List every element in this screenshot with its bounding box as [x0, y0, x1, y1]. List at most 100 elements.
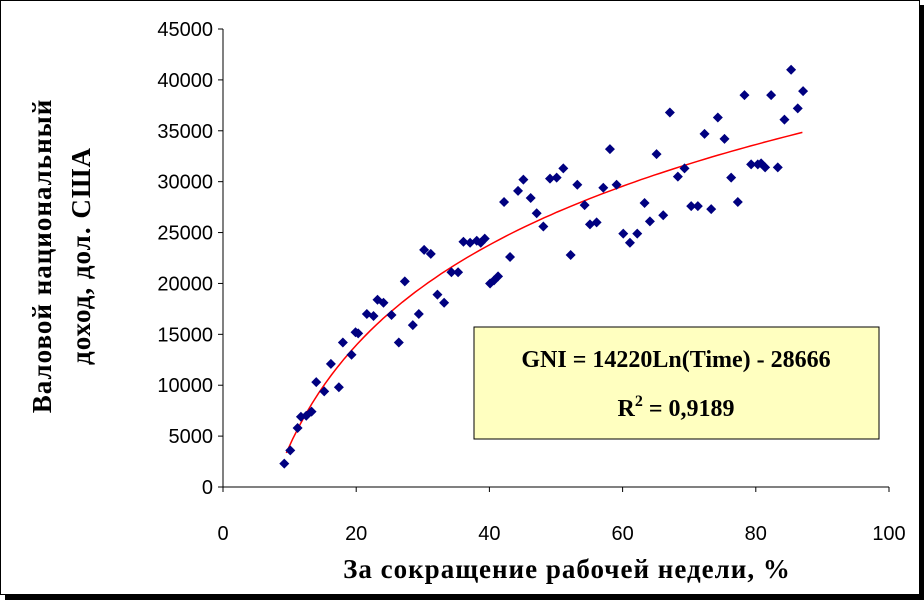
data-point	[306, 406, 317, 417]
data-point	[624, 237, 635, 248]
data-point	[319, 386, 330, 397]
data-point	[432, 289, 443, 300]
data-point	[386, 309, 397, 320]
data-point	[798, 86, 809, 97]
data-point	[618, 228, 629, 239]
y-tick-label: 45000	[157, 19, 213, 41]
x-tick-label: 80	[745, 523, 767, 545]
y-tick-label: 15000	[157, 324, 213, 346]
data-point	[419, 244, 430, 255]
r-squared-exponent: 2	[635, 393, 643, 410]
y-tick-label: 40000	[157, 70, 213, 92]
data-points	[279, 64, 809, 469]
x-tick-label: 100	[872, 523, 905, 545]
data-point	[760, 162, 771, 173]
x-tick-label: 20	[345, 523, 367, 545]
y-tick-label: 5000	[169, 426, 214, 448]
data-point	[792, 103, 803, 114]
y-tick-labels: 0 5000 10000 15000 20000 25000 30000 35000 40000…	[157, 19, 213, 499]
data-point	[393, 337, 404, 348]
data-point	[325, 358, 336, 369]
data-point	[658, 210, 669, 221]
data-point	[604, 144, 615, 155]
data-point	[686, 201, 697, 212]
data-point	[739, 90, 750, 101]
axes	[218, 28, 890, 492]
data-point	[505, 251, 516, 262]
data-point	[378, 297, 389, 308]
data-point	[407, 320, 418, 331]
data-point	[772, 162, 783, 173]
equation-box: GNI = 14220Ln(Time) - 28666 R2 = 0,9189	[473, 326, 880, 440]
data-point	[337, 337, 348, 348]
y-tick-label: 10000	[157, 375, 213, 397]
data-point	[525, 192, 536, 203]
data-point	[598, 182, 609, 193]
equation-text: GNI = 14220Ln(Time) - 28666	[521, 347, 830, 373]
r-squared-symbol: R	[617, 396, 635, 422]
data-point	[518, 174, 529, 185]
data-point	[664, 107, 675, 118]
data-point	[632, 228, 643, 239]
data-point	[399, 276, 410, 287]
data-point	[558, 163, 569, 174]
data-point	[499, 197, 510, 208]
r-squared-value: = 0,9189	[643, 396, 735, 422]
data-point	[779, 114, 790, 125]
data-point	[458, 236, 469, 247]
data-point	[699, 128, 710, 139]
data-point	[572, 179, 583, 190]
data-point	[311, 377, 322, 388]
data-point	[413, 308, 424, 319]
data-point	[453, 267, 464, 278]
data-point	[611, 179, 622, 190]
data-point	[679, 163, 690, 174]
data-point	[692, 201, 703, 212]
y-tick-label: 25000	[157, 223, 213, 245]
data-point	[285, 445, 296, 456]
data-point	[726, 172, 737, 183]
data-point	[513, 185, 524, 196]
data-point	[732, 197, 743, 208]
data-point	[279, 458, 290, 469]
data-point	[591, 217, 602, 228]
data-point	[493, 271, 504, 282]
r-squared-text: R2 = 0,9189	[617, 393, 734, 422]
data-point	[565, 249, 576, 260]
data-point	[545, 173, 556, 184]
y-tick-label: 20000	[157, 273, 213, 295]
equation-box-background	[473, 326, 880, 440]
data-point	[479, 233, 490, 244]
x-tick-label: 0	[217, 523, 228, 545]
data-point	[292, 422, 303, 433]
x-tick-labels: 0 20 40 60 80 100	[217, 523, 905, 545]
x-tick-label: 60	[611, 523, 633, 545]
data-point	[651, 149, 662, 160]
x-axis-title: За сокращение рабочей недели, %	[343, 554, 791, 584]
x-tick-label: 40	[478, 523, 500, 545]
data-point	[333, 382, 344, 393]
trend-line	[285, 131, 803, 454]
data-point	[644, 216, 655, 227]
data-point	[766, 90, 777, 101]
data-point	[531, 208, 542, 219]
data-point	[579, 200, 590, 211]
data-point	[446, 267, 457, 278]
data-point	[346, 349, 357, 360]
data-point	[538, 221, 549, 232]
data-point	[368, 311, 379, 322]
data-point	[706, 204, 717, 215]
data-point	[746, 159, 757, 170]
y-axis-title-line2: доход, дол. США	[66, 147, 96, 365]
data-point	[639, 198, 650, 209]
data-point	[672, 171, 683, 182]
data-point	[786, 64, 797, 75]
data-point	[439, 297, 450, 308]
data-point	[719, 133, 730, 144]
y-tick-label: 0	[202, 477, 213, 499]
data-point	[425, 248, 436, 259]
data-point	[551, 172, 562, 183]
y-tick-label: 30000	[157, 172, 213, 194]
